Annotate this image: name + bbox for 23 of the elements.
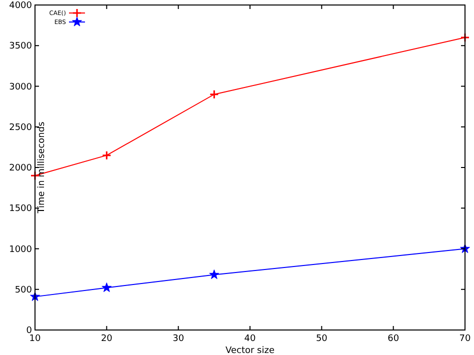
x-tick-label: 30 — [172, 334, 184, 344]
x-tick-label: 10 — [29, 334, 41, 344]
y-tick-label: 3500 — [9, 42, 32, 52]
y-tick-label: 1000 — [9, 244, 32, 255]
y-tick-label: 0 — [26, 326, 32, 336]
point — [460, 32, 470, 42]
y-tick-label: 3000 — [9, 82, 32, 92]
y-tick-label: 1500 — [9, 204, 32, 214]
point — [209, 270, 220, 280]
y-tick-label: 2500 — [9, 122, 32, 133]
point — [209, 90, 219, 100]
point — [102, 282, 112, 292]
point — [102, 150, 112, 160]
y-tick-label: 500 — [14, 285, 32, 296]
x-tick-label: 40 — [244, 334, 256, 344]
y-tick-label: 2000 — [9, 164, 32, 174]
x-axis-title: Vector size — [226, 346, 275, 355]
x-tick-label: 60 — [388, 334, 400, 344]
y-axis-title: Time in milliseconds — [37, 121, 47, 214]
x-tick-label: 70 — [459, 334, 471, 344]
x-tick-label: 50 — [316, 334, 328, 344]
x-tick-label: 20 — [100, 334, 113, 344]
y-tick-label: 4000 — [9, 1, 32, 11]
